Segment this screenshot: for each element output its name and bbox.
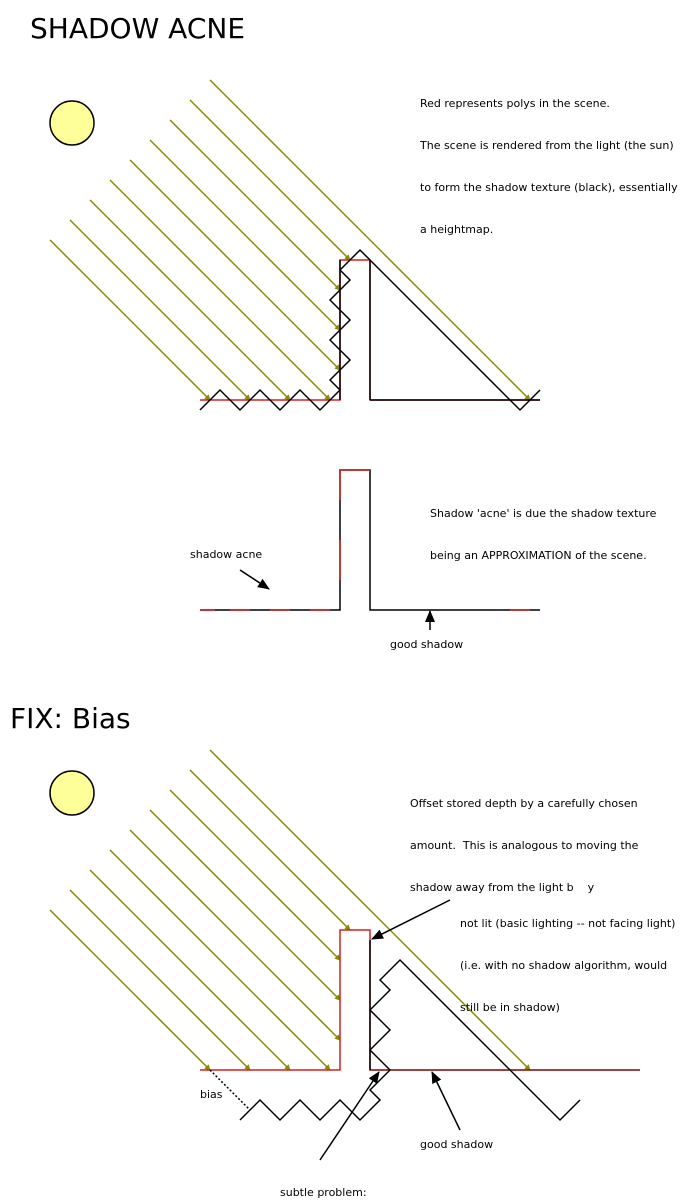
good-shadow-label: good shadow — [420, 1138, 494, 1151]
light-ray — [129, 829, 341, 1041]
light-ray — [189, 769, 351, 931]
light-ray — [89, 869, 291, 1071]
light-ray — [69, 219, 251, 401]
not-lit-line: still be in shadow) — [460, 1001, 560, 1014]
bias-note: Offset stored depth by a carefully chose… — [410, 769, 638, 923]
light-ray — [209, 749, 531, 1071]
bias-note-line: amount. This is analogous to moving the — [410, 839, 639, 852]
acne-explanation: Shadow 'acne' is due the shadow texture … — [430, 479, 656, 591]
light-ray — [49, 909, 211, 1071]
bias-label: bias — [200, 1088, 223, 1101]
light-ray — [69, 889, 251, 1071]
sun-icon — [49, 100, 95, 146]
light-ray — [189, 99, 351, 261]
not-lit-line: not lit (basic lighting -- not facing li… — [460, 917, 676, 930]
light-ray — [169, 119, 341, 291]
light-ray — [209, 79, 531, 401]
sun-icon — [49, 770, 95, 816]
shadow-texture-top — [199, 248, 541, 412]
light-ray — [89, 199, 291, 401]
not-lit-arrow — [371, 899, 451, 940]
light-rays-bottom — [49, 749, 531, 1071]
acne-note-line: a heightmap. — [420, 223, 494, 236]
callout-arrows-bottom — [319, 899, 461, 1161]
light-ray — [169, 789, 341, 961]
light-ray — [149, 809, 341, 1001]
acne-explanation-line: being an APPROXIMATION of the scene. — [430, 549, 647, 562]
callout-arrows-result — [239, 569, 435, 630]
not-lit-note: not lit (basic lighting -- not facing li… — [460, 889, 675, 1043]
bias-note-line: shadow away from the light b y — [410, 881, 595, 894]
good-shadow-label: good shadow — [390, 638, 464, 651]
light-ray — [109, 179, 331, 401]
light-rays-top — [49, 79, 531, 401]
bias-indicator — [209, 1069, 251, 1111]
light-ray — [109, 849, 331, 1071]
shadow-texture-bottom — [239, 940, 640, 1122]
subtle-problem-line: subtle problem: — [280, 1186, 367, 1199]
acne-note: Red represents polys in the scene. The s… — [420, 69, 678, 265]
acne-note-line: to form the shadow texture (black), esse… — [420, 181, 678, 194]
scene-polys-result — [200, 469, 540, 611]
shadow-acne-label: shadow acne — [190, 548, 263, 561]
acne-note-line: Red represents polys in the scene. — [420, 97, 610, 110]
acne-explanation-line: Shadow 'acne' is due the shadow texture — [430, 507, 657, 520]
bias-note-line: Offset stored depth by a carefully chose… — [410, 797, 638, 810]
acne-note-line: The scene is rendered from the light (th… — [420, 139, 674, 152]
scene-polys-bottom — [200, 929, 640, 1071]
detached-shadow-arrow — [319, 1071, 380, 1161]
acne-arrow — [239, 569, 270, 590]
section-title-acne: SHADOW ACNE — [30, 12, 246, 45]
light-ray — [129, 159, 341, 371]
light-ray — [49, 239, 211, 401]
good-shadow-arrow — [431, 1071, 461, 1131]
not-lit-line: (i.e. with no shadow algorithm, would — [460, 959, 668, 972]
section-title-fix: FIX: Bias — [10, 702, 131, 735]
light-ray — [149, 139, 341, 331]
